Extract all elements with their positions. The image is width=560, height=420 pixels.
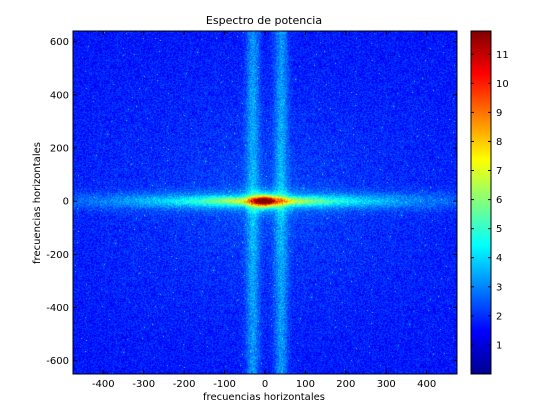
colorbar-ticks: 1 2 3 4 5 6 7 8 9 10 11 (471, 50, 509, 351)
x-tick-label: 200 (336, 379, 355, 390)
colorbar-tick-label: 6 (496, 195, 502, 206)
y-axis-label: frecuencias horizontales (32, 142, 43, 264)
y-tick-label: 600 (50, 37, 69, 48)
y-axis: -600 -400 -200 0 200 400 600 (46, 37, 457, 367)
x-tick-label: -400 (92, 379, 115, 390)
y-tick-label: 400 (50, 90, 69, 101)
plot-area (72, 30, 458, 375)
y-tick-label: -600 (46, 356, 69, 367)
x-tick-label: 400 (417, 379, 436, 390)
y-tick-label: -200 (46, 250, 69, 261)
colorbar-tick-label: 8 (496, 137, 502, 148)
x-tick-label: 0 (262, 379, 268, 390)
x-tick-label: -100 (213, 379, 236, 390)
colorbar-tick-label: 1 (496, 340, 502, 351)
colorbar: 1 2 3 4 5 6 7 8 9 10 11 (470, 30, 509, 375)
chart-title: Espectro de potencia (206, 14, 322, 27)
y-tick-label: -400 (46, 303, 69, 314)
x-axis: -400 -300 -200 -100 0 100 200 300 400 (92, 31, 436, 390)
x-tick-label: 300 (377, 379, 396, 390)
colorbar-tick-label: 11 (496, 50, 509, 61)
x-tick-label: 100 (296, 379, 315, 390)
y-tick-label: 0 (63, 197, 69, 208)
colorbar-tick-label: 2 (496, 311, 502, 322)
colorbar-tick-label: 9 (496, 108, 502, 119)
colorbar-gradient (470, 30, 492, 375)
colorbar-tick-label: 4 (496, 253, 502, 264)
x-tick-label: -300 (132, 379, 155, 390)
colorbar-tick-label: 7 (496, 166, 502, 177)
y-tick-label: 200 (50, 143, 69, 154)
x-axis-label: frecuencias horizontales (203, 392, 325, 403)
colorbar-tick-label: 5 (496, 224, 502, 235)
heatmap-image (73, 31, 457, 374)
x-tick-label: -200 (173, 379, 196, 390)
colorbar-tick-label: 3 (496, 282, 502, 293)
colorbar-tick-label: 10 (496, 79, 509, 90)
